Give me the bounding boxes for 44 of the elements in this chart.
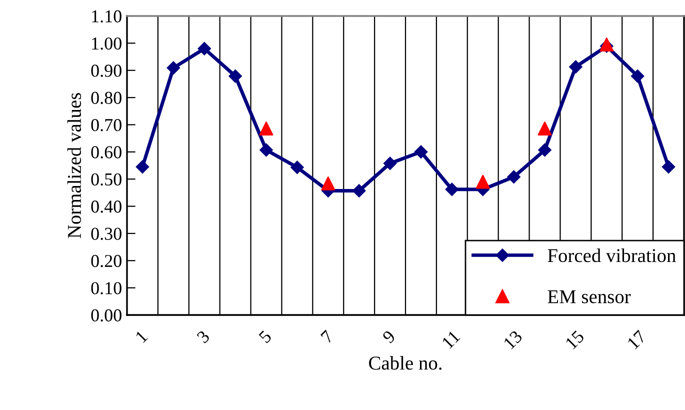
y-tick-label: 0.50 bbox=[91, 173, 122, 186]
x-tick-label: 13 bbox=[503, 330, 523, 350]
y-tick-label: 0.20 bbox=[91, 254, 122, 268]
y-tick-label: 1.00 bbox=[92, 37, 122, 50]
legend-label: Forced vibration bbox=[548, 248, 676, 262]
point bbox=[507, 170, 520, 184]
point bbox=[136, 160, 150, 174]
y-tick-label: 0.10 bbox=[91, 282, 122, 294]
y-tick-label: 0.80 bbox=[91, 92, 122, 104]
point bbox=[228, 69, 242, 83]
y-tick-label: 0.60 bbox=[91, 146, 122, 158]
x-tick-label: 1 bbox=[135, 330, 148, 344]
x-axis-title: Cable no. bbox=[369, 356, 442, 370]
point bbox=[414, 145, 428, 158]
y-tick-label: 1.10 bbox=[92, 10, 122, 23]
point bbox=[445, 182, 459, 196]
point bbox=[321, 176, 336, 190]
point bbox=[260, 143, 273, 157]
x-tick-label: 7 bbox=[320, 330, 334, 344]
x-tick-label: 15 bbox=[565, 330, 585, 350]
point bbox=[569, 60, 582, 74]
x-tick-label: 5 bbox=[258, 330, 272, 344]
y-tick-label: 0.70 bbox=[91, 118, 122, 132]
point bbox=[166, 61, 180, 75]
x-tick-label: 17 bbox=[626, 330, 647, 350]
point bbox=[538, 143, 552, 157]
point bbox=[662, 160, 676, 174]
x-tick-label: 11 bbox=[442, 330, 460, 349]
point bbox=[383, 156, 397, 170]
point bbox=[290, 160, 304, 174]
point bbox=[538, 122, 552, 136]
point bbox=[476, 174, 490, 189]
x-tick-label: 3 bbox=[196, 330, 210, 344]
point bbox=[259, 122, 274, 136]
point bbox=[630, 69, 644, 83]
y-tick-label: 0.00 bbox=[91, 309, 122, 322]
legend-label: EM sensor bbox=[548, 290, 631, 304]
y-tick-label: 0.30 bbox=[91, 228, 122, 240]
x-tick-label: 9 bbox=[382, 330, 396, 344]
point bbox=[198, 42, 211, 56]
y-tick-label: 0.40 bbox=[91, 200, 122, 213]
y-axis-title: Normalized values bbox=[67, 93, 82, 238]
y-tick-label: 0.90 bbox=[91, 64, 122, 77]
point bbox=[352, 184, 366, 198]
